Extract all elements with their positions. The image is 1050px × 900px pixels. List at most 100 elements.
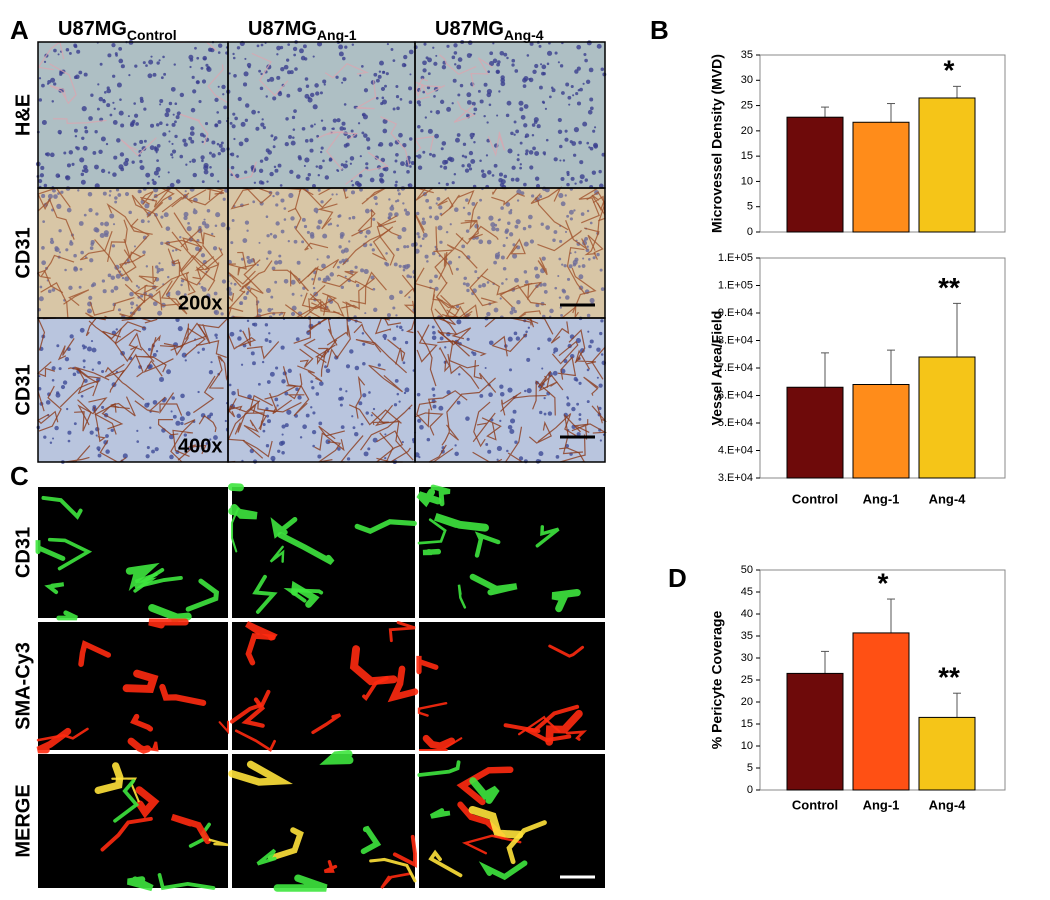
nucleus [329, 272, 335, 277]
vessel [106, 203, 153, 235]
vessel [38, 385, 62, 432]
nucleus [344, 45, 348, 49]
nucleus [599, 331, 603, 336]
vessel [36, 361, 56, 378]
fluorescence-image [232, 487, 415, 618]
nucleus [101, 370, 105, 374]
nucleus [553, 230, 558, 234]
vessel [470, 57, 493, 88]
header-sub: Ang-1 [317, 27, 357, 43]
nucleus [290, 311, 296, 317]
nucleus [144, 402, 150, 408]
nucleus [97, 453, 102, 458]
nucleus [408, 49, 414, 55]
nucleus [277, 259, 283, 265]
nucleus [180, 393, 185, 399]
nucleus [53, 48, 57, 53]
nucleus [526, 54, 530, 57]
nucleus [145, 454, 150, 459]
nucleus [270, 295, 274, 299]
nucleus [261, 360, 265, 364]
nucleus [573, 377, 578, 381]
nucleus [586, 245, 589, 248]
fluorescence-image [232, 754, 415, 888]
nucleus [258, 241, 261, 244]
nucleus [221, 279, 227, 284]
nucleus [427, 57, 432, 63]
stained-vessel [319, 750, 354, 765]
nucleus [500, 78, 506, 83]
fluorescence-image [419, 754, 605, 888]
nucleus [212, 246, 218, 251]
nucleus [417, 235, 421, 239]
nucleus [427, 128, 433, 134]
stained-vessel [134, 567, 183, 589]
column-header: U87MGAng-1 [248, 18, 357, 42]
nucleus [159, 376, 165, 382]
nucleus [338, 396, 343, 401]
nucleus [260, 43, 264, 47]
vessel [234, 412, 264, 435]
nucleus [297, 395, 302, 400]
nucleus [39, 285, 43, 289]
nucleus [471, 101, 476, 106]
nucleus [96, 446, 101, 451]
nucleus [576, 44, 582, 50]
nucleus [432, 331, 436, 335]
nucleus [152, 400, 158, 405]
nucleus [211, 232, 214, 236]
x-tick-label: Ang-4 [929, 491, 967, 506]
nucleus [325, 368, 331, 373]
nucleus [427, 72, 431, 76]
y-tick-label: 3.E+04 [718, 472, 753, 484]
nucleus [103, 90, 107, 94]
vessel [583, 376, 599, 396]
nucleus [81, 136, 85, 140]
nucleus [337, 265, 340, 269]
nucleus [446, 106, 452, 112]
nucleus [395, 325, 399, 328]
nucleus [421, 237, 425, 241]
nucleus [518, 100, 524, 106]
nucleus [359, 155, 362, 158]
nucleus [239, 329, 242, 333]
nucleus [514, 440, 518, 444]
nucleus [214, 224, 218, 228]
vessel [49, 63, 77, 104]
nucleus [90, 339, 94, 343]
nucleus [500, 81, 506, 87]
nucleus [115, 188, 120, 192]
nucleus [66, 407, 69, 411]
nucleus [162, 132, 167, 137]
nucleus [269, 232, 273, 236]
stained-vessel [256, 848, 277, 866]
nucleus [95, 212, 99, 216]
nucleus [365, 411, 369, 415]
nucleus [458, 256, 461, 259]
vessel [74, 366, 110, 384]
nucleus [179, 236, 182, 239]
nucleus [246, 255, 250, 260]
nucleus [41, 246, 45, 250]
nucleus [284, 391, 289, 396]
nucleus [45, 400, 51, 405]
vessel [387, 339, 406, 365]
nucleus [492, 42, 495, 45]
nucleus [439, 240, 443, 244]
nucleus [463, 276, 467, 281]
nucleus [52, 188, 56, 193]
nucleus [275, 203, 279, 207]
nucleus [563, 264, 567, 268]
nucleus [257, 110, 260, 114]
nucleus [553, 157, 558, 162]
nucleus [431, 153, 436, 158]
nucleus [256, 44, 260, 48]
nucleus [171, 396, 175, 400]
vessel [355, 80, 377, 110]
nucleus [519, 166, 522, 170]
nucleus [362, 393, 367, 398]
nucleus [223, 105, 228, 110]
nucleus [381, 96, 385, 100]
nucleus [598, 383, 603, 388]
